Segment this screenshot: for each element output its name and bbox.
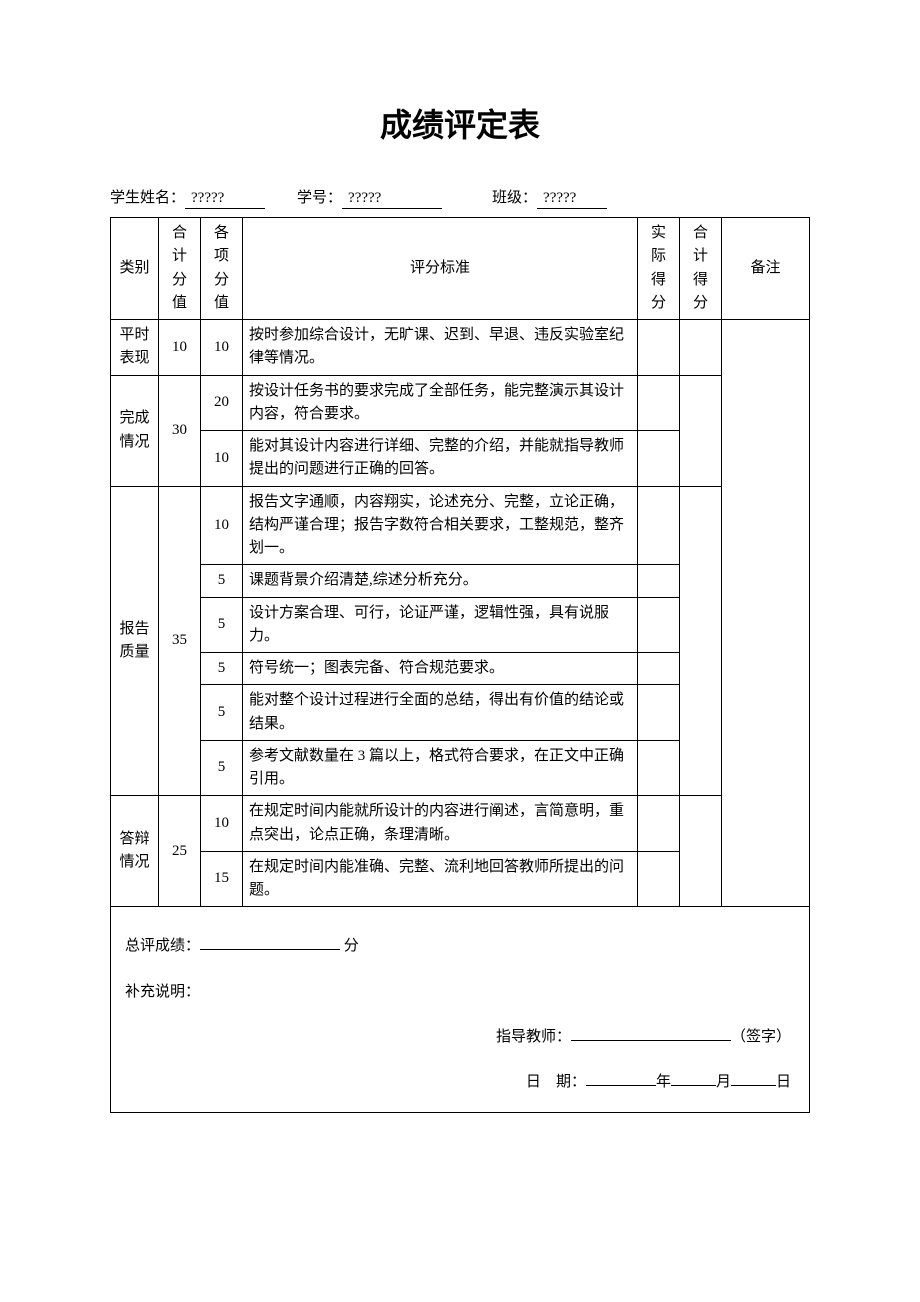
sum-score-cell[interactable] [680,320,722,376]
date-line: 日 期： 年 月 日 [125,1071,795,1094]
actual-score-cell[interactable] [638,740,680,796]
item-score: 5 [201,685,243,741]
criteria-text: 设计方案合理、可行，论证严谨，逻辑性强，具有说服力。 [243,597,638,653]
hdr-sum: 合计得分 [680,218,722,320]
overall-blank[interactable] [200,935,340,950]
id-label: 学号： [297,186,342,207]
criteria-text: 在规定时间内能就所设计的内容进行阐述，言简意明，重点突出，论点正确，条理清晰。 [243,796,638,852]
item-score: 5 [201,565,243,597]
day-unit: 日 [776,1074,791,1090]
year-blank[interactable] [586,1071,656,1086]
footer-row: 总评成绩： 分 补充说明： 指导教师： （签字） 日 期： 年 月 日 [111,907,810,1113]
class-label: 班级： [492,186,537,207]
date-label-a: 日 [526,1074,541,1090]
table-header-row: 类别 合计分值 各项分值 评分标准 实际得分 合计得分 备注 [111,218,810,320]
id-value: ????? [342,190,442,209]
overall-unit: 分 [344,938,359,954]
criteria-text: 按时参加综合设计，无旷课、迟到、早退、违反实验室纪律等情况。 [243,320,638,376]
teacher-sign-blank[interactable] [571,1026,731,1041]
overall-line: 总评成绩： 分 [125,935,795,958]
month-unit: 月 [716,1074,731,1090]
table-row: 完成情况 30 20 按设计任务书的要求完成了全部任务，能完整演示其设计内容，符… [111,375,810,431]
supplement-label: 补充说明： [125,984,200,1000]
criteria-text: 能对整个设计过程进行全面的总结，得出有价值的结论或结果。 [243,685,638,741]
cat-total: 10 [159,320,201,376]
month-blank[interactable] [671,1071,716,1086]
teacher-suffix: （签字） [731,1029,791,1045]
criteria-text: 符号统一；图表完备、符合规范要求。 [243,653,638,685]
cat-name: 平时表现 [111,320,159,376]
table-row: 答辩情况 25 10 在规定时间内能就所设计的内容进行阐述，言简意明，重点突出，… [111,796,810,852]
item-score: 20 [201,375,243,431]
cat-name: 完成情况 [111,375,159,486]
note-cell[interactable] [722,320,810,907]
teacher-label: 指导教师： [496,1029,571,1045]
student-info-row: 学生姓名： ????? 学号： ????? 班级： ????? [110,186,810,209]
cat-name: 报告质量 [111,486,159,796]
hdr-total: 合计分值 [159,218,201,320]
page-title: 成绩评定表 [110,100,810,146]
cat-name: 答辩情况 [111,796,159,907]
criteria-text: 按设计任务书的要求完成了全部任务，能完整演示其设计内容，符合要求。 [243,375,638,431]
overall-label: 总评成绩： [125,938,200,954]
sum-score-cell[interactable] [680,796,722,907]
day-blank[interactable] [731,1071,776,1086]
actual-score-cell[interactable] [638,320,680,376]
cat-total: 30 [159,375,201,486]
supplement-line: 补充说明： [125,981,795,1004]
actual-score-cell[interactable] [638,685,680,741]
class-value: ????? [537,190,607,209]
actual-score-cell[interactable] [638,851,680,907]
item-score: 10 [201,486,243,565]
actual-score-cell[interactable] [638,565,680,597]
sum-score-cell[interactable] [680,375,722,486]
cat-total: 25 [159,796,201,907]
actual-score-cell[interactable] [638,375,680,431]
sum-score-cell[interactable] [680,486,722,796]
item-score: 10 [201,796,243,852]
criteria-text: 报告文字通顺，内容翔实，论述充分、完整，立论正确，结构严谨合理；报告字数符合相关… [243,486,638,565]
item-score: 10 [201,320,243,376]
item-score: 15 [201,851,243,907]
name-value: ????? [185,190,265,209]
actual-score-cell[interactable] [638,597,680,653]
hdr-item: 各项分值 [201,218,243,320]
cat-total: 35 [159,486,201,796]
name-label: 学生姓名： [110,186,185,207]
criteria-text: 参考文献数量在 3 篇以上，格式符合要求，在正文中正确引用。 [243,740,638,796]
actual-score-cell[interactable] [638,653,680,685]
criteria-text: 能对其设计内容进行详细、完整的介绍，并能就指导教师提出的问题进行正确的回答。 [243,431,638,487]
item-score: 5 [201,740,243,796]
actual-score-cell[interactable] [638,431,680,487]
criteria-text: 在规定时间内能准确、完整、流利地回答教师所提出的问题。 [243,851,638,907]
hdr-actual: 实际得分 [638,218,680,320]
hdr-category: 类别 [111,218,159,320]
item-score: 5 [201,597,243,653]
teacher-line: 指导教师： （签字） [125,1026,795,1049]
actual-score-cell[interactable] [638,796,680,852]
year-unit: 年 [656,1074,671,1090]
table-row: 平时表现 10 10 按时参加综合设计，无旷课、迟到、早退、违反实验室纪律等情况… [111,320,810,376]
item-score: 10 [201,431,243,487]
grading-table: 类别 合计分值 各项分值 评分标准 实际得分 合计得分 备注 平时表现 10 1… [110,217,810,1113]
table-row: 报告质量 35 10 报告文字通顺，内容翔实，论述充分、完整，立论正确，结构严谨… [111,486,810,565]
criteria-text: 课题背景介绍清楚,综述分析充分。 [243,565,638,597]
actual-score-cell[interactable] [638,486,680,565]
hdr-note: 备注 [722,218,810,320]
item-score: 5 [201,653,243,685]
date-label-b: 期： [556,1074,586,1090]
hdr-criteria: 评分标准 [243,218,638,320]
